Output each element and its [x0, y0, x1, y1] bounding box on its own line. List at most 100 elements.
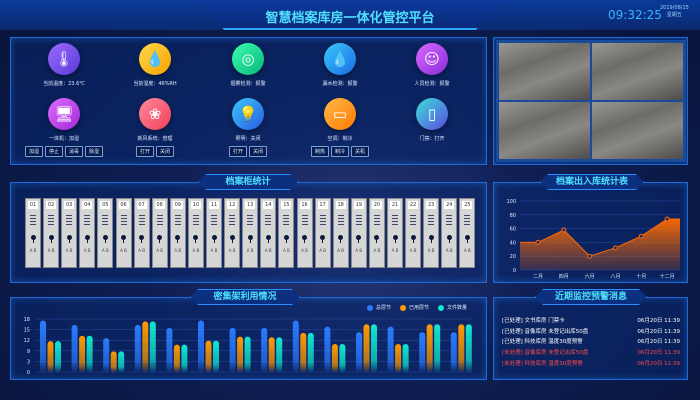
bar-文件数量[interactable] — [181, 344, 188, 372]
bar-已用层节[interactable] — [458, 324, 465, 372]
device-button[interactable]: 加湿 — [24, 146, 43, 157]
bar-总层节[interactable] — [450, 332, 457, 372]
bar-文件数量[interactable] — [118, 351, 125, 372]
cabinet-20[interactable]: 20 A B — [368, 198, 385, 268]
device-button[interactable]: 除湿 — [85, 146, 104, 157]
bar-总层节[interactable] — [419, 332, 426, 372]
bar-已用层节[interactable] — [47, 341, 54, 372]
device-button[interactable]: 关闭 — [249, 146, 268, 157]
device-water-leak[interactable]: 💧 漏水检测：报警 — [295, 43, 385, 87]
bar-文件数量[interactable] — [339, 344, 346, 372]
bar-总层节[interactable] — [292, 320, 299, 372]
camera-feed-1[interactable] — [499, 43, 590, 100]
bar-总层节[interactable] — [103, 338, 110, 372]
device-button[interactable]: 制热 — [310, 146, 329, 157]
alert-item[interactable]: [未处理] 音像库房 未登记出库50盘 06月20日 11:39 — [502, 348, 680, 356]
legend-item[interactable]: 已用层节 — [400, 304, 429, 311]
bar-已用层节[interactable] — [79, 335, 86, 372]
device-monitor[interactable]: 🖥 一体机：加湿 加湿 停止 消毒 除湿 — [19, 98, 109, 157]
cabinet-25[interactable]: 25 A B — [459, 198, 476, 268]
cabinet-22[interactable]: 22 A B — [405, 198, 422, 268]
cabinet-13[interactable]: 13 A B — [242, 198, 259, 268]
bar-文件数量[interactable] — [434, 324, 441, 372]
camera-feed-4[interactable] — [592, 102, 683, 159]
camera-feed-2[interactable] — [592, 43, 683, 100]
device-button[interactable]: 关机 — [351, 146, 370, 157]
device-thermometer[interactable]: 🌡 当前温度：23.6℃ — [19, 43, 109, 87]
data-point[interactable] — [638, 233, 644, 239]
bar-文件数量[interactable] — [276, 337, 283, 372]
bar-已用层节[interactable] — [142, 321, 149, 372]
data-point[interactable] — [664, 216, 670, 222]
bar-总层节[interactable] — [356, 332, 362, 372]
cabinet-07[interactable]: 07 A B — [133, 198, 150, 268]
cabinet-14[interactable]: 14 A B — [260, 198, 277, 268]
camera-grid[interactable] — [496, 40, 686, 162]
bar-已用层节[interactable] — [331, 344, 338, 372]
data-point[interactable] — [587, 253, 593, 259]
cabinet-04[interactable]: 04 A B — [79, 198, 96, 268]
bar-总层节[interactable] — [40, 320, 46, 372]
cabinet-16[interactable]: 16 A B — [296, 198, 313, 268]
device-droplet[interactable]: 💧 当前湿度：46%RH — [110, 43, 200, 87]
cabinet-19[interactable]: 19 A B — [350, 198, 367, 268]
bar-已用层节[interactable] — [268, 337, 275, 372]
alert-item[interactable]: [已处理] 音像库房 未登记出库50盘 06月20日 11:39 — [502, 327, 680, 335]
data-point[interactable] — [535, 239, 541, 245]
device-light-bulb[interactable]: 💡 照明：关闭 打开 关闭 — [203, 98, 293, 157]
cabinet-02[interactable]: 02 A B — [43, 198, 60, 268]
data-point[interactable] — [561, 227, 567, 233]
bar-文件数量[interactable] — [371, 324, 377, 372]
bar-总层节[interactable] — [261, 327, 268, 372]
bar-已用层节[interactable] — [110, 351, 117, 372]
device-button[interactable]: 打开 — [135, 146, 154, 157]
bar-总层节[interactable] — [71, 324, 78, 372]
device-button[interactable]: 关闭 — [156, 146, 175, 157]
cabinet-24[interactable]: 24 A B — [441, 198, 458, 268]
cabinet-15[interactable]: 15 A B — [278, 198, 295, 268]
bar-文件数量[interactable] — [86, 335, 93, 372]
device-button[interactable]: 打开 — [228, 146, 247, 157]
cabinet-23[interactable]: 23 A B — [423, 198, 440, 268]
bar-已用层节[interactable] — [173, 344, 180, 372]
device-door[interactable]: ▯ 门禁：打开 — [387, 98, 477, 142]
legend-item[interactable]: 总层节 — [367, 304, 391, 311]
bar-已用层节[interactable] — [300, 332, 307, 372]
alert-item[interactable]: [已处理] 文书库房 门禁卡 06月20日 11:39 — [502, 316, 680, 324]
device-smoke-detector[interactable]: ◎ 烟雾检测：报警 — [203, 43, 293, 87]
data-point[interactable] — [612, 245, 618, 251]
bar-已用层节[interactable] — [395, 344, 402, 372]
legend-item[interactable]: 文件数量 — [438, 304, 467, 311]
bar-总层节[interactable] — [229, 327, 236, 372]
bar-总层节[interactable] — [387, 326, 394, 372]
device-fresh-air[interactable]: ❀ 新风系统：管理 打开 关闭 — [110, 98, 200, 157]
bar-文件数量[interactable] — [55, 341, 61, 372]
device-air-conditioner[interactable]: ▭ 空调：制冷 制热 制冷 关机 — [295, 98, 385, 157]
bar-已用层节[interactable] — [363, 324, 370, 372]
bar-已用层节[interactable] — [237, 336, 244, 372]
bar-文件数量[interactable] — [465, 324, 472, 372]
cabinet-06[interactable]: 06 A B — [115, 198, 132, 268]
bar-总层节[interactable] — [166, 327, 173, 372]
alert-item[interactable]: [未处理] 科技库房 温度30度预警 06月20日 11:39 — [502, 359, 680, 367]
device-person[interactable]: ☺ 人员检测：报警 — [387, 43, 477, 87]
bar-已用层节[interactable] — [426, 324, 433, 372]
cabinet-11[interactable]: 11 A B — [206, 198, 222, 268]
device-button[interactable]: 消毒 — [65, 146, 84, 157]
cabinet-18[interactable]: 18 A B — [332, 198, 349, 268]
bar-总层节[interactable] — [134, 324, 141, 372]
bar-已用层节[interactable] — [205, 340, 212, 372]
bar-文件数量[interactable] — [213, 340, 219, 372]
cabinet-05[interactable]: 05 A B — [97, 198, 114, 268]
cabinet-12[interactable]: 12 A B — [224, 198, 241, 268]
bar-文件数量[interactable] — [307, 332, 314, 372]
cabinet-09[interactable]: 09 A B — [169, 198, 186, 268]
bar-文件数量[interactable] — [149, 321, 156, 372]
camera-feed-3[interactable] — [499, 102, 590, 159]
bar-文件数量[interactable] — [244, 336, 251, 372]
cabinet-10[interactable]: 10 A B — [187, 198, 204, 268]
cabinet-03[interactable]: 03 A B — [61, 198, 78, 268]
alert-item[interactable]: [已处理] 科技库房 温度30度预警 06月20日 11:39 — [502, 337, 680, 345]
device-button[interactable]: 制冷 — [330, 146, 349, 157]
cabinet-01[interactable]: 01 A B — [25, 198, 41, 268]
